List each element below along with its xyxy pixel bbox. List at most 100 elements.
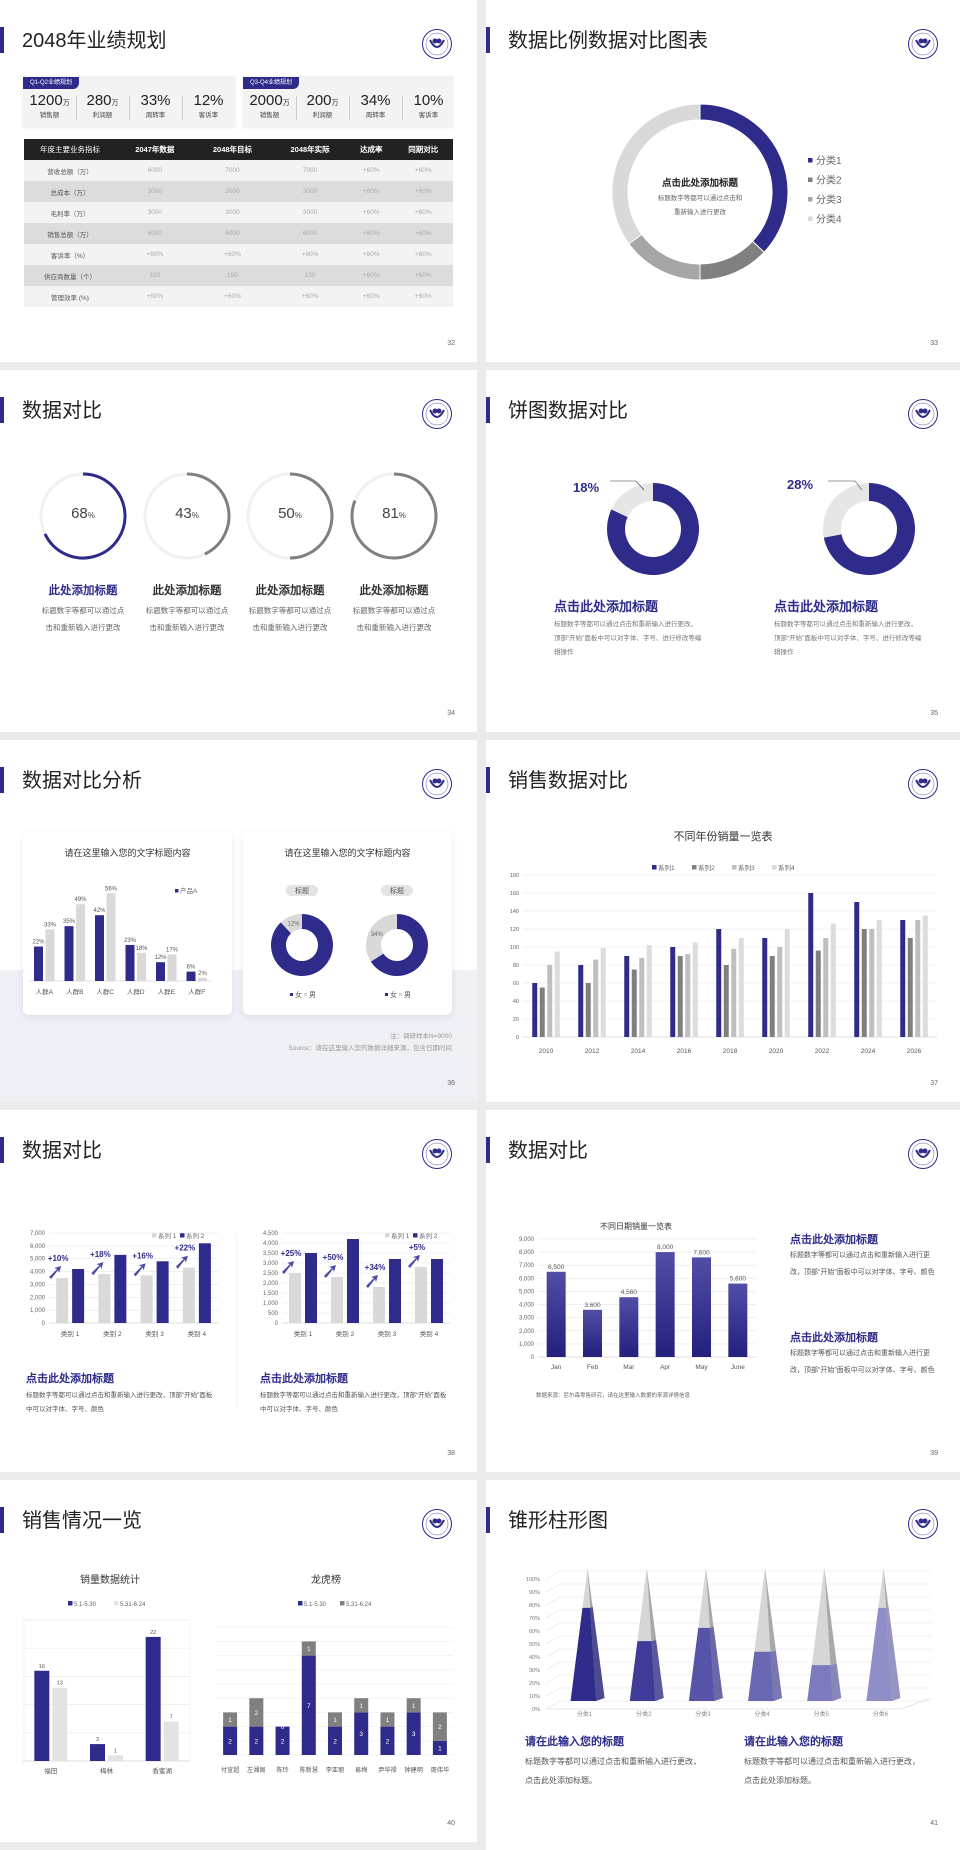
- y-tick-label: 140: [510, 909, 519, 915]
- bar: [156, 962, 165, 981]
- legend-swatch: [340, 1601, 345, 1606]
- slide-38[interactable]: 数据对比 系列 1 系列 2 系列 1 系列 2 0 1,000 2,000 3,000 4,0…: [0, 1110, 477, 1472]
- stacked-bar-segment: [354, 1698, 369, 1713]
- category-label: 分类2: [636, 1710, 652, 1718]
- data-label: 8,000: [657, 1244, 674, 1251]
- bar: [808, 893, 814, 1037]
- y-tick-label: 9,000: [519, 1237, 535, 1243]
- table-cell: +60%: [271, 244, 349, 265]
- data-label: 4,560: [621, 1289, 638, 1296]
- bar: [915, 920, 921, 1037]
- chart-title: 不同日期销量一览表: [600, 1221, 672, 1231]
- bar: [289, 1273, 301, 1323]
- legend-swatch: [152, 1233, 157, 1238]
- bar: [716, 929, 722, 1037]
- legend-swatch: [385, 993, 388, 996]
- y-tick-label: 50%: [529, 1642, 540, 1648]
- bar: [619, 1297, 639, 1357]
- donut-slice: [823, 483, 869, 538]
- bar: [869, 929, 875, 1037]
- accent-bar: [0, 1507, 4, 1533]
- table-cell: +60%: [348, 160, 394, 181]
- table-cell: +60%: [348, 265, 394, 286]
- ring-progress: [289, 472, 334, 560]
- cone-value-side: [885, 1606, 901, 1701]
- data-label: 22: [150, 1630, 156, 1636]
- bar: [125, 944, 135, 981]
- growth-arrow-icon: [324, 1265, 336, 1278]
- slide-35[interactable]: 饼图数据对比 18% 28% 点击此处添加标题 标题数字等都可以通过点击和重新输入…: [486, 370, 960, 732]
- slide-title: 数据比例数据对比图表: [508, 30, 708, 52]
- category-label: 人群C: [96, 987, 114, 996]
- bar: [140, 1275, 153, 1323]
- data-label: 1: [386, 1717, 390, 1724]
- kpi-tag: Q1-Q2业绩规划: [23, 77, 80, 89]
- legend-swatch: [808, 216, 813, 221]
- bar: [373, 1287, 385, 1323]
- y-tick-label: 40%: [529, 1655, 540, 1661]
- logo-icon: [422, 1509, 452, 1539]
- category-label: 陈新慧: [299, 1766, 318, 1774]
- table-cell: +60%: [271, 286, 349, 307]
- bar: [167, 954, 177, 981]
- kpi-stat: 280万 利润额: [76, 92, 129, 119]
- cone-value-side: [709, 1626, 723, 1701]
- slide-36[interactable]: 数据对比分析 请在这里输入您的文字标题内容 请在这里输入您的文字标题内容 22%…: [0, 740, 477, 1102]
- block-desc: 标题数字等都可以通过点击和重新输入进行更改，点击此处添加标题。: [744, 1757, 920, 1785]
- ring-percent: 81%: [354, 505, 434, 523]
- slide-33[interactable]: 数据比例数据对比图表 分类1 分类2 分类3 分类4 点击此处添加标题 标题数字等都可…: [486, 0, 960, 362]
- bar: [823, 938, 829, 1037]
- category-label: 2022: [815, 1048, 830, 1055]
- legend-swatch: [808, 158, 813, 163]
- table-cell: +60%: [393, 160, 453, 181]
- item-desc: 标题数字等都可以通过点击和重新输入进行更改: [248, 606, 332, 632]
- block-desc: 标题数字等都可以通过点击和重新输入进行更改，顶部“开始”面板中可以对字体、字号、…: [774, 621, 922, 656]
- y-tick-label: 3,000: [30, 1282, 46, 1288]
- stacked-bar-segment: [275, 1726, 290, 1755]
- stacked-bar-segment: [249, 1698, 264, 1727]
- y-tick-label: 1,000: [30, 1308, 46, 1314]
- slide-title: 饼图数据对比: [508, 400, 628, 422]
- kpi-label: 利润额: [312, 112, 333, 119]
- legend-swatch: [175, 889, 179, 893]
- slide-32[interactable]: 2048年业绩规划 Q1-Q2业绩规划 1200万 销售额 280万 利润额 33%…: [0, 0, 477, 362]
- bar: [585, 983, 591, 1037]
- table-cell: 3000: [116, 181, 194, 202]
- data-label: 1: [359, 1703, 363, 1710]
- cone-value-side: [651, 1640, 664, 1701]
- donut-slice: [280, 914, 302, 934]
- y-tick-label: 0%: [532, 1707, 540, 1713]
- y-tick-label: 1,500: [263, 1291, 279, 1297]
- table-cell: 营收总额（万）: [24, 160, 116, 181]
- kpi-stat: 2000万 销售额: [243, 92, 296, 119]
- y-tick-label: 90%: [529, 1590, 540, 1596]
- column-header: 2048年实际: [271, 139, 349, 160]
- cone-chart: 0% 10% 20% 30% 40% 50% 60% 70% 80% 90% 100% 分类1 分类2 分…: [526, 1568, 932, 1718]
- data-label: 3: [412, 1731, 416, 1738]
- data-label: 16: [39, 1664, 45, 1670]
- bar: [547, 965, 553, 1037]
- source: 数据来源：尼尔森零售研究，请在这里输入数据的来源详情信息: [536, 1393, 691, 1399]
- legend-label: 5.31-6.24: [346, 1602, 372, 1608]
- table-cell: 毛利率（万）: [24, 202, 116, 223]
- table-cell: +60%: [348, 181, 394, 202]
- category-label: 2020: [769, 1048, 784, 1055]
- slide-37[interactable]: 销售数据对比 不同年份销量一览表 系列1 系列2 系列3 系列4 0 20 40 60 80 100…: [486, 740, 960, 1102]
- slide-40[interactable]: 销售情况一览 销量数据统计 5.1-5.30 5.31-6.24 16 13 福田 3 1 梅林…: [0, 1480, 477, 1842]
- source: Source：请在这里输入您的数据详细来源，包含日期时间: [288, 1045, 452, 1052]
- kpi-stat: 34% 周转率: [349, 92, 402, 119]
- donut-slice: [271, 914, 333, 976]
- data-label: 7: [170, 1715, 173, 1721]
- kpi-card-h2: Q3-Q4业绩规划 2000万 销售额 200万 利润额 34% 周转率 10% 客诉率: [243, 76, 453, 127]
- kpi-unit: 万: [62, 100, 70, 107]
- slide-34[interactable]: 数据对比 68% 此处添加标题 标题数字等都可以通过点击和重新输入进行更改 43% 此处…: [0, 370, 477, 732]
- table-row: 总成本（万） 3000 3000 3000 +60% +60%: [24, 181, 453, 202]
- slide-41[interactable]: 锥形柱形图 0% 10% 20% 30% 40% 50% 60% 70% 80% 90% 100% 分…: [486, 1480, 960, 1850]
- bar: [554, 951, 560, 1037]
- legend-swatch: [399, 993, 402, 996]
- slide-39[interactable]: 数据对比 不同日期销量一览表 0 1,000 2,000 3,000 4,000 5,000…: [486, 1110, 960, 1472]
- legend-swatch: [114, 1601, 119, 1606]
- growth-label: +18%: [90, 1250, 111, 1259]
- bar: [431, 1259, 443, 1323]
- percent-label: 28%: [787, 477, 813, 492]
